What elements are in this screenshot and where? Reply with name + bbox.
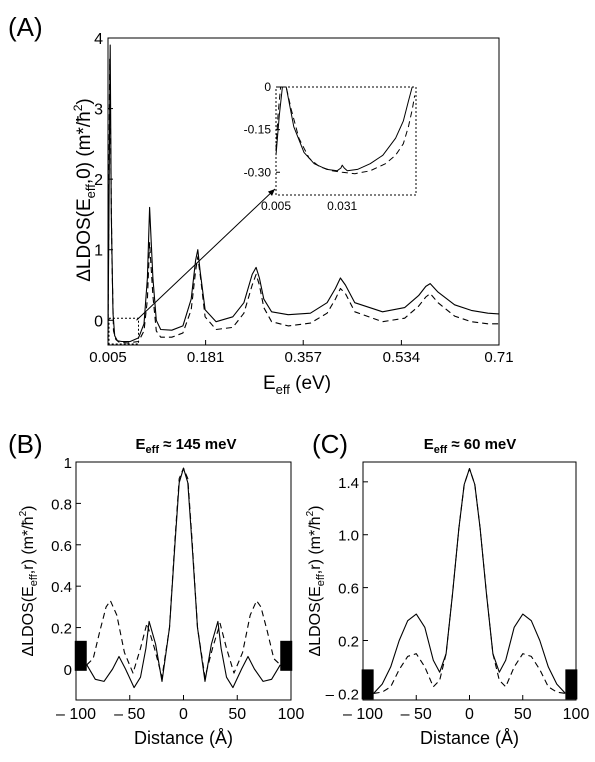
- series-line-b-1: [86, 467, 281, 689]
- inset-y-tick-label: -0.15: [244, 123, 272, 137]
- y-tick-label-b: 1: [64, 455, 72, 472]
- x-axis-label-a: Eeff (eV): [263, 373, 331, 397]
- y-tick-label-c: 0.6: [338, 581, 359, 598]
- y-axis-label-c: ΔLDOS(Eeff,r) (m*/ħ2): [305, 506, 327, 657]
- x-axis-label-b: Distance (Å): [134, 728, 233, 748]
- series-line-b-2: [86, 467, 281, 678]
- right-barrier-block-b: [280, 640, 293, 671]
- inset-x-tick-label: 0.005: [261, 199, 291, 213]
- plot-frame-b: [75, 461, 292, 701]
- y-tick-label-a: 0: [94, 313, 103, 330]
- x-tick-label-b: – 100: [56, 706, 96, 723]
- y-tick-label-a: 1: [94, 243, 103, 260]
- inset-series-line-2: [275, 86, 416, 175]
- x-tick-label-c: 50: [514, 706, 532, 723]
- x-tick-label-a: 0.534: [383, 349, 421, 366]
- x-tick-label-b: 100: [278, 706, 305, 723]
- y-tick-label-b: 0: [64, 662, 72, 679]
- y-tick-label-b: 0.6: [51, 538, 72, 555]
- x-axis-label-c: Distance (Å): [420, 728, 519, 748]
- y-tick-label-a: 3: [94, 102, 103, 119]
- panel-label-c: (C): [312, 429, 348, 459]
- x-tick-label-b: 0: [179, 706, 188, 723]
- x-tick-label-c: 0: [465, 706, 474, 723]
- panel-label-a: (A): [8, 12, 43, 42]
- inset-x-tick-label: 0.031: [327, 199, 357, 213]
- x-tick-label-b: 50: [228, 706, 246, 723]
- plot-frame-c: [362, 461, 577, 701]
- zoom-region-box: [108, 317, 140, 345]
- x-tick-label-a: 0.357: [284, 349, 322, 366]
- x-tick-label-c: 100: [563, 706, 590, 723]
- x-tick-label-a: 0.71: [484, 349, 513, 366]
- panel-label-b: (B): [8, 429, 43, 459]
- y-axis-label-a: ΔLDOS(Eeff,0) (m*/ħ2): [71, 98, 98, 282]
- x-tick-label-a: 0.005: [89, 349, 127, 366]
- y-tick-label-c: 1.4: [338, 475, 359, 492]
- inset-y-tick-label: 0: [264, 80, 271, 94]
- left-barrier-block-b: [74, 640, 87, 671]
- x-tick-label-c: – 50: [401, 706, 432, 723]
- y-tick-label-a: 2: [94, 172, 103, 189]
- inset-y-tick-label: -0.30: [244, 165, 272, 179]
- y-tick-label-b: 0.4: [51, 579, 72, 596]
- y-tick-label-a: 4: [94, 31, 103, 48]
- y-axis-label-b: ΔLDOS(Eeff,r) (m*/ħ2): [18, 506, 40, 657]
- zoom-arrow: [136, 188, 276, 321]
- chart-title-b: Eeff ≈ 145 meV: [136, 436, 237, 456]
- y-tick-label-b: 0.2: [51, 621, 72, 638]
- y-tick-label-c: 1.0: [338, 528, 359, 545]
- y-tick-label-c: – 0.2: [326, 686, 359, 703]
- x-tick-label-c: – 100: [343, 706, 383, 723]
- series-line-c-1: [373, 468, 566, 694]
- right-barrier-block-c: [565, 669, 578, 700]
- inset-frame: [275, 86, 417, 196]
- y-tick-label-b: 0.8: [51, 496, 72, 513]
- series-line-a-2: [107, 58, 499, 344]
- x-tick-label-a: 0.181: [187, 349, 225, 366]
- x-tick-label-b: – 50: [114, 706, 145, 723]
- y-tick-label-c: 0.2: [338, 634, 359, 651]
- left-barrier-block-c: [361, 669, 374, 700]
- chart-title-c: Eeff ≈ 60 meV: [424, 436, 517, 456]
- series-line-c-2: [373, 468, 566, 694]
- series-line-a-1: [107, 44, 500, 343]
